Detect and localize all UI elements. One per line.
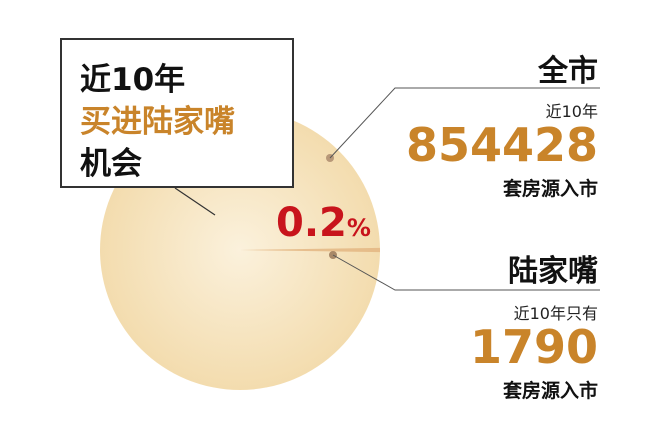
tail-line bbox=[174, 187, 216, 216]
percent-sign: % bbox=[346, 214, 371, 242]
callout-box: 近10年 买进陆家嘴 机会 bbox=[60, 38, 294, 188]
city-unit: 套房源入市 bbox=[502, 178, 598, 200]
ljz-sub: 近10年只有 bbox=[513, 304, 598, 323]
ljz-leader-line bbox=[332, 254, 600, 291]
city-leader-line bbox=[329, 87, 600, 159]
pie-slice-ljz bbox=[240, 247, 381, 253]
ljz-number: 1790 bbox=[469, 320, 598, 374]
city-sub: 近10年 bbox=[545, 102, 598, 121]
city-title: 全市 bbox=[538, 54, 598, 89]
callout-line2: 买进陆家嘴 bbox=[80, 104, 235, 140]
ljz-unit: 套房源入市 bbox=[502, 380, 598, 402]
callout-line1: 近10年 bbox=[80, 62, 186, 98]
percent-label: 0.2% bbox=[276, 200, 371, 246]
ljz-title: 陆家嘴 bbox=[508, 254, 598, 289]
city-number: 854428 bbox=[405, 118, 598, 172]
callout-line3: 机会 bbox=[80, 146, 142, 182]
percent-value: 0.2 bbox=[276, 200, 347, 246]
